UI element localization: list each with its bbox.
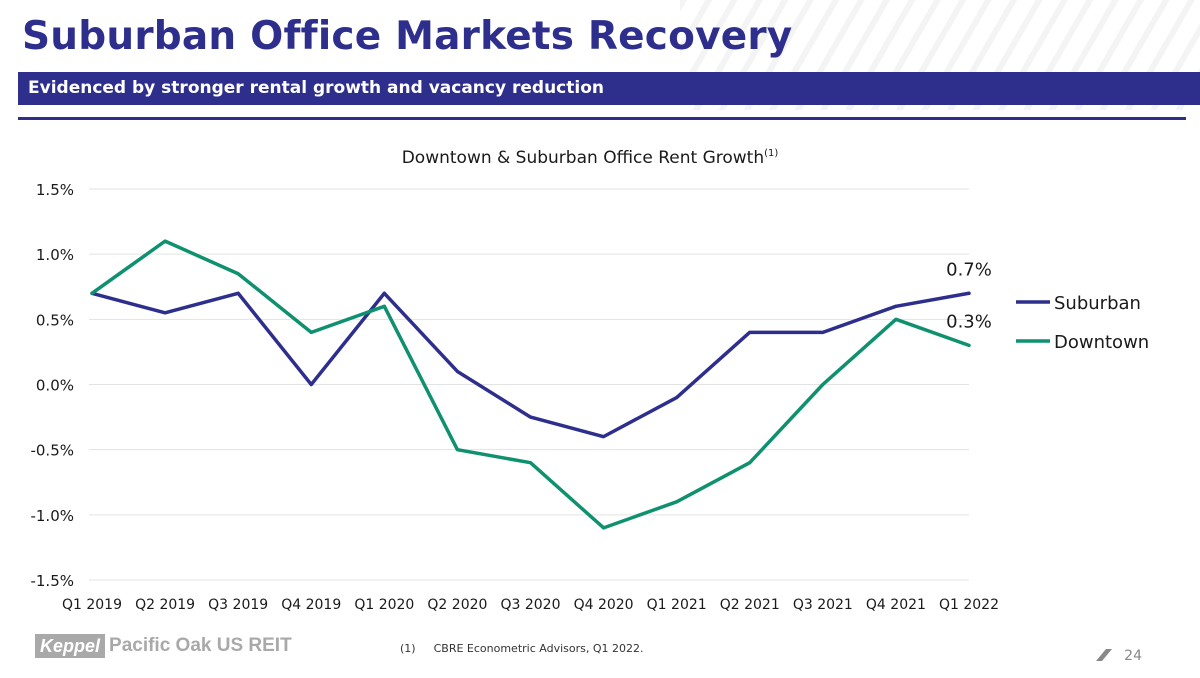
y-tick-label: 0.5% xyxy=(36,311,74,329)
data-point-downtown xyxy=(529,461,532,465)
data-point-suburban xyxy=(163,311,167,315)
legend-label-downtown: Downtown xyxy=(1054,332,1149,353)
x-tick-label: Q4 2021 xyxy=(866,597,926,613)
footnote: (1) CBRE Econometric Advisors, Q1 2022. xyxy=(400,642,644,655)
data-point-suburban xyxy=(309,383,313,386)
data-point-downtown xyxy=(675,500,679,504)
legend-label-suburban: Suburban xyxy=(1054,293,1141,314)
series-line-suburban xyxy=(90,291,971,439)
subtitle-bar: Evidenced by stronger rental growth and … xyxy=(18,72,1200,105)
end-label-downtown: 0.3% xyxy=(946,311,992,332)
end-labels: 0.7% 0.3% xyxy=(946,259,992,332)
chart-title-footnote-ref: (1) xyxy=(764,148,778,159)
x-tick-label: Q4 2019 xyxy=(281,597,341,613)
x-tick-label: Q4 2020 xyxy=(574,597,634,613)
data-point-suburban xyxy=(821,330,825,334)
footnote-marker: (1) xyxy=(400,642,416,655)
slash-icon xyxy=(1096,649,1112,661)
data-point-downtown xyxy=(382,304,386,308)
data-point-downtown xyxy=(821,383,825,386)
subtitle-text: Evidenced by stronger rental growth and … xyxy=(28,78,604,98)
data-point-suburban xyxy=(382,291,386,295)
data-point-downtown xyxy=(163,239,167,243)
y-tick-label: 1.5% xyxy=(36,181,74,199)
data-point-suburban xyxy=(748,330,752,334)
data-point-downtown xyxy=(309,330,313,334)
company-logo: Keppel Pacific Oak US REIT xyxy=(35,633,292,659)
x-tick-label: Q2 2021 xyxy=(720,597,780,613)
y-tick-label: -1.5% xyxy=(30,572,74,590)
data-point-downtown xyxy=(90,291,94,295)
header-divider xyxy=(18,117,1186,120)
x-tick-label: Q1 2020 xyxy=(354,597,414,613)
data-point-suburban xyxy=(967,291,971,295)
logo-text: Pacific Oak US REIT xyxy=(109,635,292,656)
y-axis-ticks: 1.5% 1.0% 0.5% 0.0% -0.5% -1.0% -1.5% xyxy=(30,181,74,590)
x-tick-label: Q2 2019 xyxy=(135,597,195,613)
logo-mark: Keppel xyxy=(35,634,106,658)
x-tick-label: Q1 2022 xyxy=(939,597,999,613)
y-tick-label: 0.0% xyxy=(36,377,74,395)
x-tick-label: Q1 2019 xyxy=(62,597,122,613)
data-point-suburban xyxy=(529,415,532,419)
data-point-suburban xyxy=(894,304,898,308)
data-point-suburban xyxy=(455,369,459,373)
data-point-downtown xyxy=(748,461,752,465)
x-tick-label: Q2 2020 xyxy=(427,597,487,613)
page-number: 24 xyxy=(1124,648,1142,664)
x-tick-label: Q1 2021 xyxy=(647,597,707,613)
y-tick-label: 1.0% xyxy=(36,246,74,264)
x-axis-ticks: Q1 2019 Q2 2019 Q3 2019 Q4 2019 Q1 2020 Q2 20… xyxy=(62,597,999,613)
legend: Suburban Downtown xyxy=(1016,293,1149,353)
data-point-downtown xyxy=(967,343,971,347)
gridlines xyxy=(89,188,969,581)
data-point-suburban xyxy=(602,435,606,439)
y-tick-label: -1.0% xyxy=(30,507,74,525)
data-point-suburban xyxy=(236,291,240,295)
page-title: Suburban Office Markets Recovery xyxy=(22,14,793,59)
y-tick-label: -0.5% xyxy=(30,442,74,460)
data-point-downtown xyxy=(455,448,459,452)
chart-title-text: Downtown & Suburban Office Rent Growth xyxy=(402,148,764,168)
footnote-text: CBRE Econometric Advisors, Q1 2022. xyxy=(433,642,644,655)
data-point-downtown xyxy=(894,317,898,321)
x-tick-label: Q3 2020 xyxy=(500,597,560,613)
x-tick-label: Q3 2021 xyxy=(793,597,853,613)
series-lines xyxy=(90,239,971,530)
rent-growth-chart: Downtown & Suburban Office Rent Growth(1… xyxy=(30,148,1149,613)
data-point-suburban xyxy=(675,396,679,400)
chart-title: Downtown & Suburban Office Rent Growth(1… xyxy=(402,148,779,168)
data-point-downtown xyxy=(236,272,240,276)
end-label-suburban: 0.7% xyxy=(946,259,992,280)
x-tick-label: Q3 2019 xyxy=(208,597,268,613)
data-point-downtown xyxy=(602,526,606,530)
